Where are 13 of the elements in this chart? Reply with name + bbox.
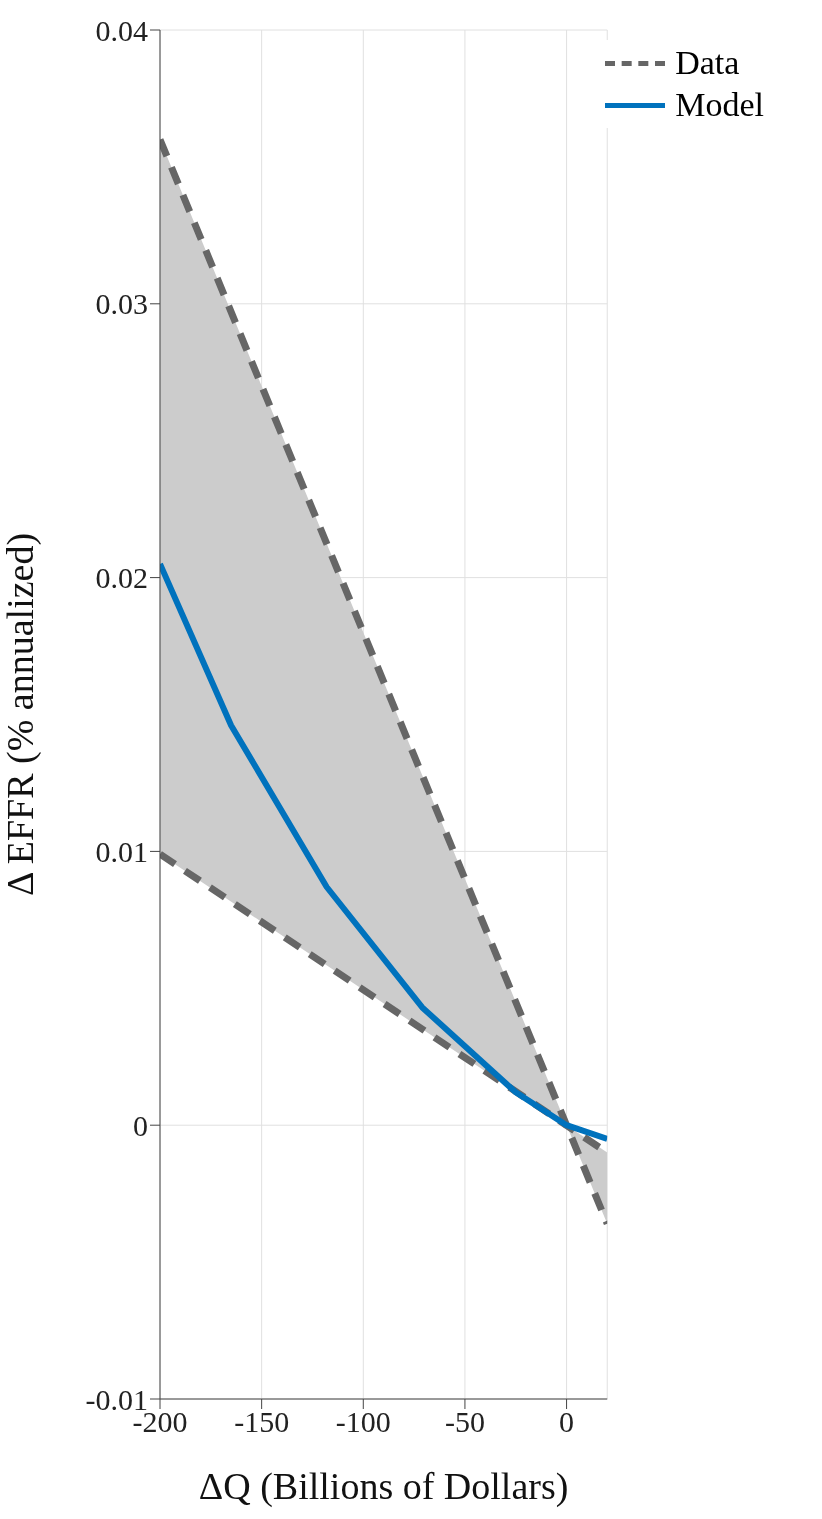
x-tick-label: -50: [444, 1405, 485, 1439]
y-tick-label: 0.01: [95, 835, 148, 869]
x-tick-label: -100: [335, 1405, 391, 1439]
legend-label: Data: [675, 43, 740, 83]
legend-label: Model: [675, 85, 764, 125]
y-tick-label: 0: [133, 1108, 148, 1142]
x-axis-title: ΔQ (Billions of Dollars): [198, 1465, 569, 1508]
y-axis-title: Δ EFFR (% annualized): [0, 532, 43, 897]
x-tick-label: -150: [234, 1405, 290, 1439]
y-tick-label: 0.03: [95, 287, 148, 321]
y-tick-label: 0.02: [95, 561, 148, 595]
x-tick-label: 0: [559, 1405, 575, 1439]
y-tick-label: 0.04: [95, 13, 148, 47]
